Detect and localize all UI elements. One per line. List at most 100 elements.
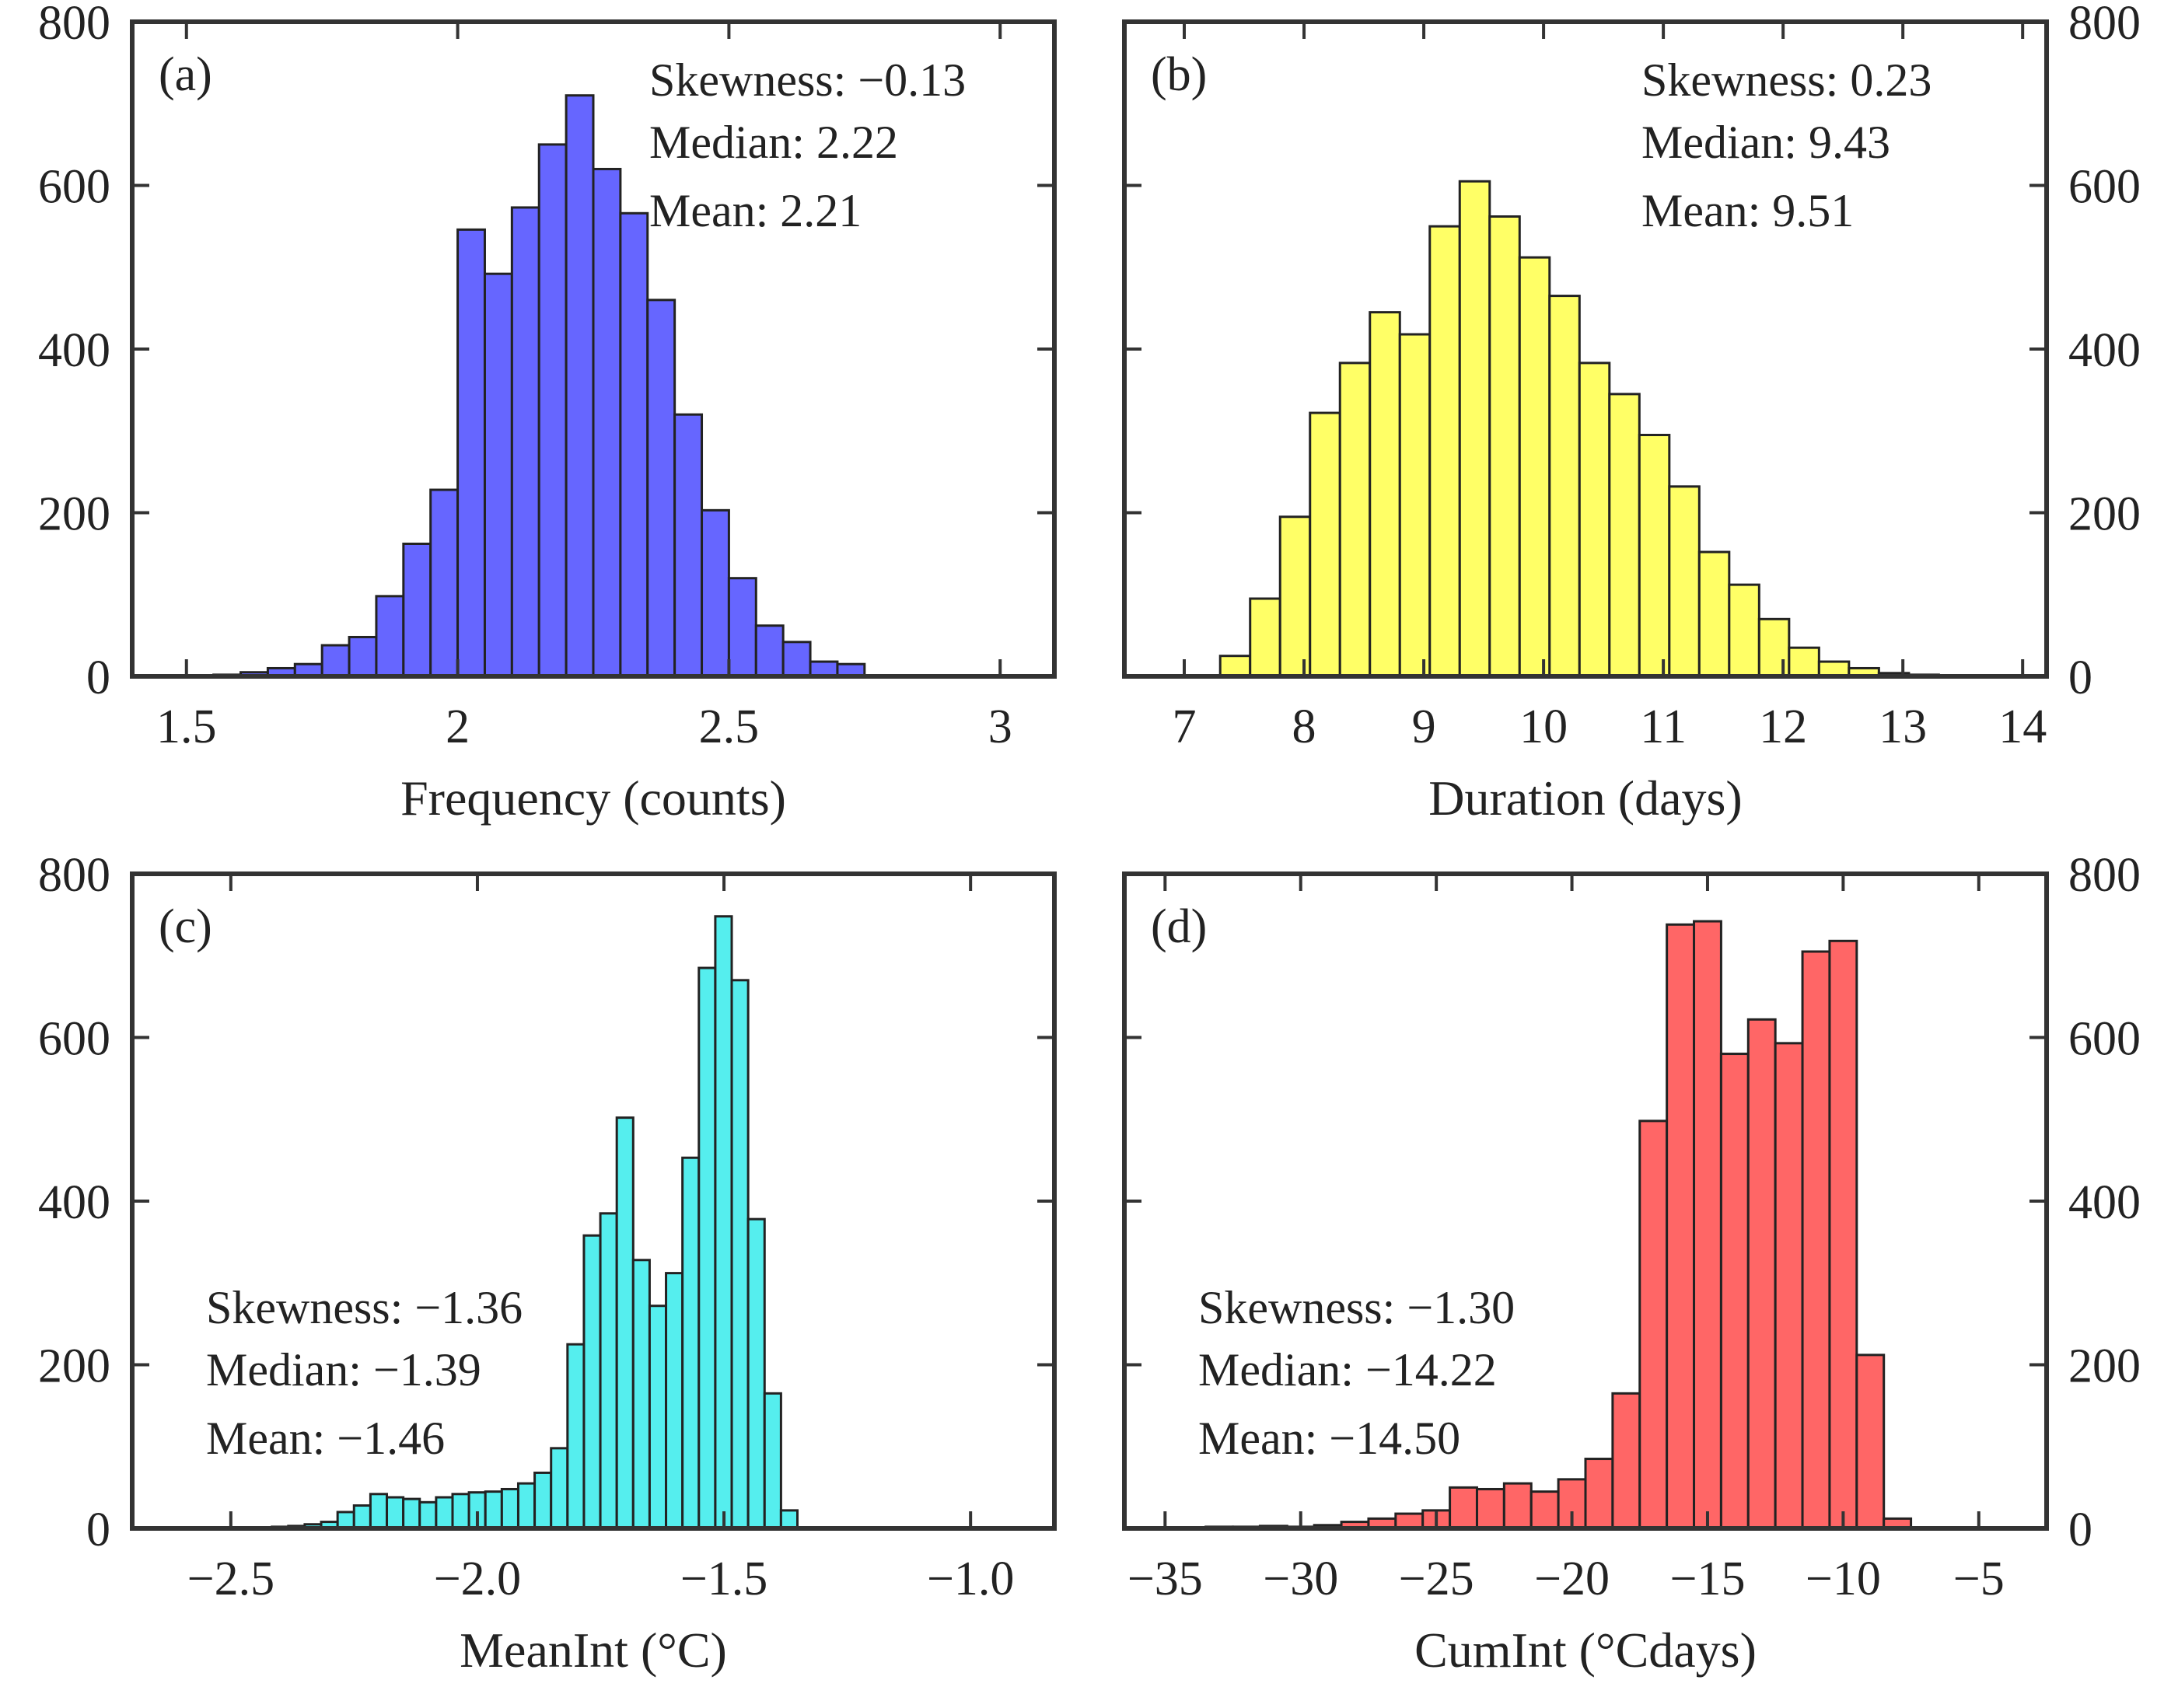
x-tick-label: −5 [1953, 1553, 2005, 1605]
histogram-bar [599, 1212, 618, 1530]
histogram-bar [582, 1234, 602, 1530]
x-tick-label: 3 [988, 700, 1012, 753]
histogram-bar [701, 508, 730, 678]
panel-d-y-ticks: 0 200 400 600 800 [1124, 849, 2141, 1556]
histogram-bar [1529, 1490, 1560, 1530]
histogram-bar [500, 1487, 519, 1530]
histogram-bar [1668, 485, 1701, 678]
panel-d-axes-frame [1122, 871, 2049, 1531]
panel-c-mean: Mean: −1.46 [206, 1413, 445, 1464]
panel-d-skewness: Skewness: −1.30 [1198, 1282, 1515, 1333]
histogram-bar [348, 635, 378, 678]
x-tick-label: −1.5 [680, 1553, 767, 1605]
x-tick-label: 13 [1879, 700, 1927, 753]
histogram-bar [1728, 583, 1760, 678]
y-tick-label: 600 [38, 161, 110, 214]
histogram-bar [1638, 1119, 1669, 1530]
y-tick-label: 200 [38, 488, 110, 541]
histogram-bar [1578, 362, 1611, 678]
histogram-bar [456, 228, 486, 678]
panel-d: −35 −30 −25 −20 −15 −10 −5 0 200 400 600 800 (d) C… [1122, 849, 2141, 1678]
panel-b-label: (b) [1151, 48, 1207, 101]
histogram-bar [631, 1259, 651, 1530]
histogram-bar [483, 272, 513, 678]
y-tick-label: 800 [38, 0, 110, 50]
panel-b-stats: Skewness: 0.23 Median: 9.43 Mean: 9.51 [1641, 54, 1932, 236]
y-tick-label: 600 [2068, 1013, 2141, 1066]
x-tick-label: 2 [446, 700, 470, 753]
histogram-bar [1697, 550, 1731, 678]
panel-b-median: Median: 9.43 [1641, 117, 1890, 168]
histogram-bar [533, 1471, 553, 1530]
histogram-bar [369, 1493, 389, 1530]
histogram-bar [1449, 1486, 1478, 1530]
histogram-bar [429, 488, 460, 678]
panel-a-x-ticks: 1.5 2 2.5 3 [156, 22, 1012, 753]
x-tick-label: 9 [1412, 700, 1436, 753]
histogram-bar [451, 1493, 470, 1530]
panel-c-axes-frame [130, 871, 1057, 1531]
histogram-bar [1828, 939, 1858, 1530]
y-tick-label: 0 [86, 651, 110, 704]
histogram-bar [484, 1490, 503, 1530]
histogram-bar [402, 1497, 421, 1530]
histogram-bar [1369, 311, 1401, 678]
panel-d-label: (d) [1151, 900, 1207, 953]
y-tick-label: 200 [2068, 1340, 2141, 1393]
x-tick-label: 7 [1173, 700, 1197, 753]
panel-b: 7 8 9 10 11 12 13 14 0 200 400 600 800 (b) Duration… [1122, 0, 2141, 826]
panel-a-y-ticks: 0 200 400 600 800 [38, 0, 1054, 704]
histogram-bar [1611, 1392, 1641, 1530]
y-tick-label: 800 [38, 849, 110, 902]
y-tick-label: 400 [38, 324, 110, 377]
histogram-bar [1398, 333, 1432, 678]
histogram-bar [1788, 646, 1820, 678]
y-tick-label: 600 [38, 1013, 110, 1066]
y-tick-label: 0 [2068, 1504, 2092, 1556]
histogram-bar [386, 1496, 405, 1530]
histogram-bar [1608, 393, 1641, 678]
panel-a-axes-frame [130, 19, 1057, 679]
panel-a-label: (a) [159, 48, 212, 101]
histogram-bar [681, 1156, 701, 1530]
histogram-bar [418, 1500, 438, 1530]
histogram-bar [565, 94, 595, 678]
histogram-bar [665, 1272, 684, 1530]
histogram-bar [763, 1392, 782, 1530]
y-tick-label: 400 [2068, 1176, 2141, 1229]
x-tick-label: 1.5 [156, 700, 217, 753]
histogram-bar [352, 1504, 372, 1530]
x-tick-label: 11 [1640, 700, 1687, 753]
panel-b-x-axis-label: Duration (days) [1428, 770, 1742, 826]
histogram-bar [779, 1509, 799, 1530]
histogram-bar [1428, 225, 1461, 678]
histogram-bar [1693, 920, 1722, 1530]
histogram-bar [435, 1496, 454, 1530]
histogram-bar [1666, 923, 1696, 1530]
histogram-bar [1584, 1458, 1614, 1530]
histogram-bar [1488, 215, 1521, 678]
x-tick-label: 14 [1998, 700, 2047, 753]
histogram-bar [673, 413, 704, 678]
histogram-bar [754, 624, 785, 678]
panel-d-x-ticks: −35 −30 −25 −20 −15 −10 −5 [1127, 874, 2005, 1605]
histogram-bar [1548, 295, 1581, 678]
panel-d-mean: Mean: −14.50 [1198, 1413, 1460, 1464]
panel-c-label: (c) [159, 900, 212, 953]
histogram-bar [697, 966, 717, 1530]
panel-b-skewness: Skewness: 0.23 [1641, 54, 1932, 106]
x-tick-label: −2.5 [187, 1553, 274, 1605]
x-tick-label: −30 [1263, 1553, 1338, 1605]
histogram-bar [550, 1447, 569, 1530]
histogram-bar [336, 1511, 355, 1530]
x-tick-label: −10 [1806, 1553, 1881, 1605]
panel-a-mean: Mean: 2.21 [649, 185, 862, 236]
histogram-bar [646, 299, 676, 678]
histogram-bar [1502, 1482, 1533, 1530]
histogram-bar [1774, 1042, 1804, 1530]
histogram-bar [1638, 434, 1671, 678]
panel-b-y-ticks: 0 200 400 600 800 [1124, 0, 2141, 704]
panel-a-x-axis-label: Frequency (counts) [400, 770, 786, 826]
histogram-bar [727, 577, 757, 678]
